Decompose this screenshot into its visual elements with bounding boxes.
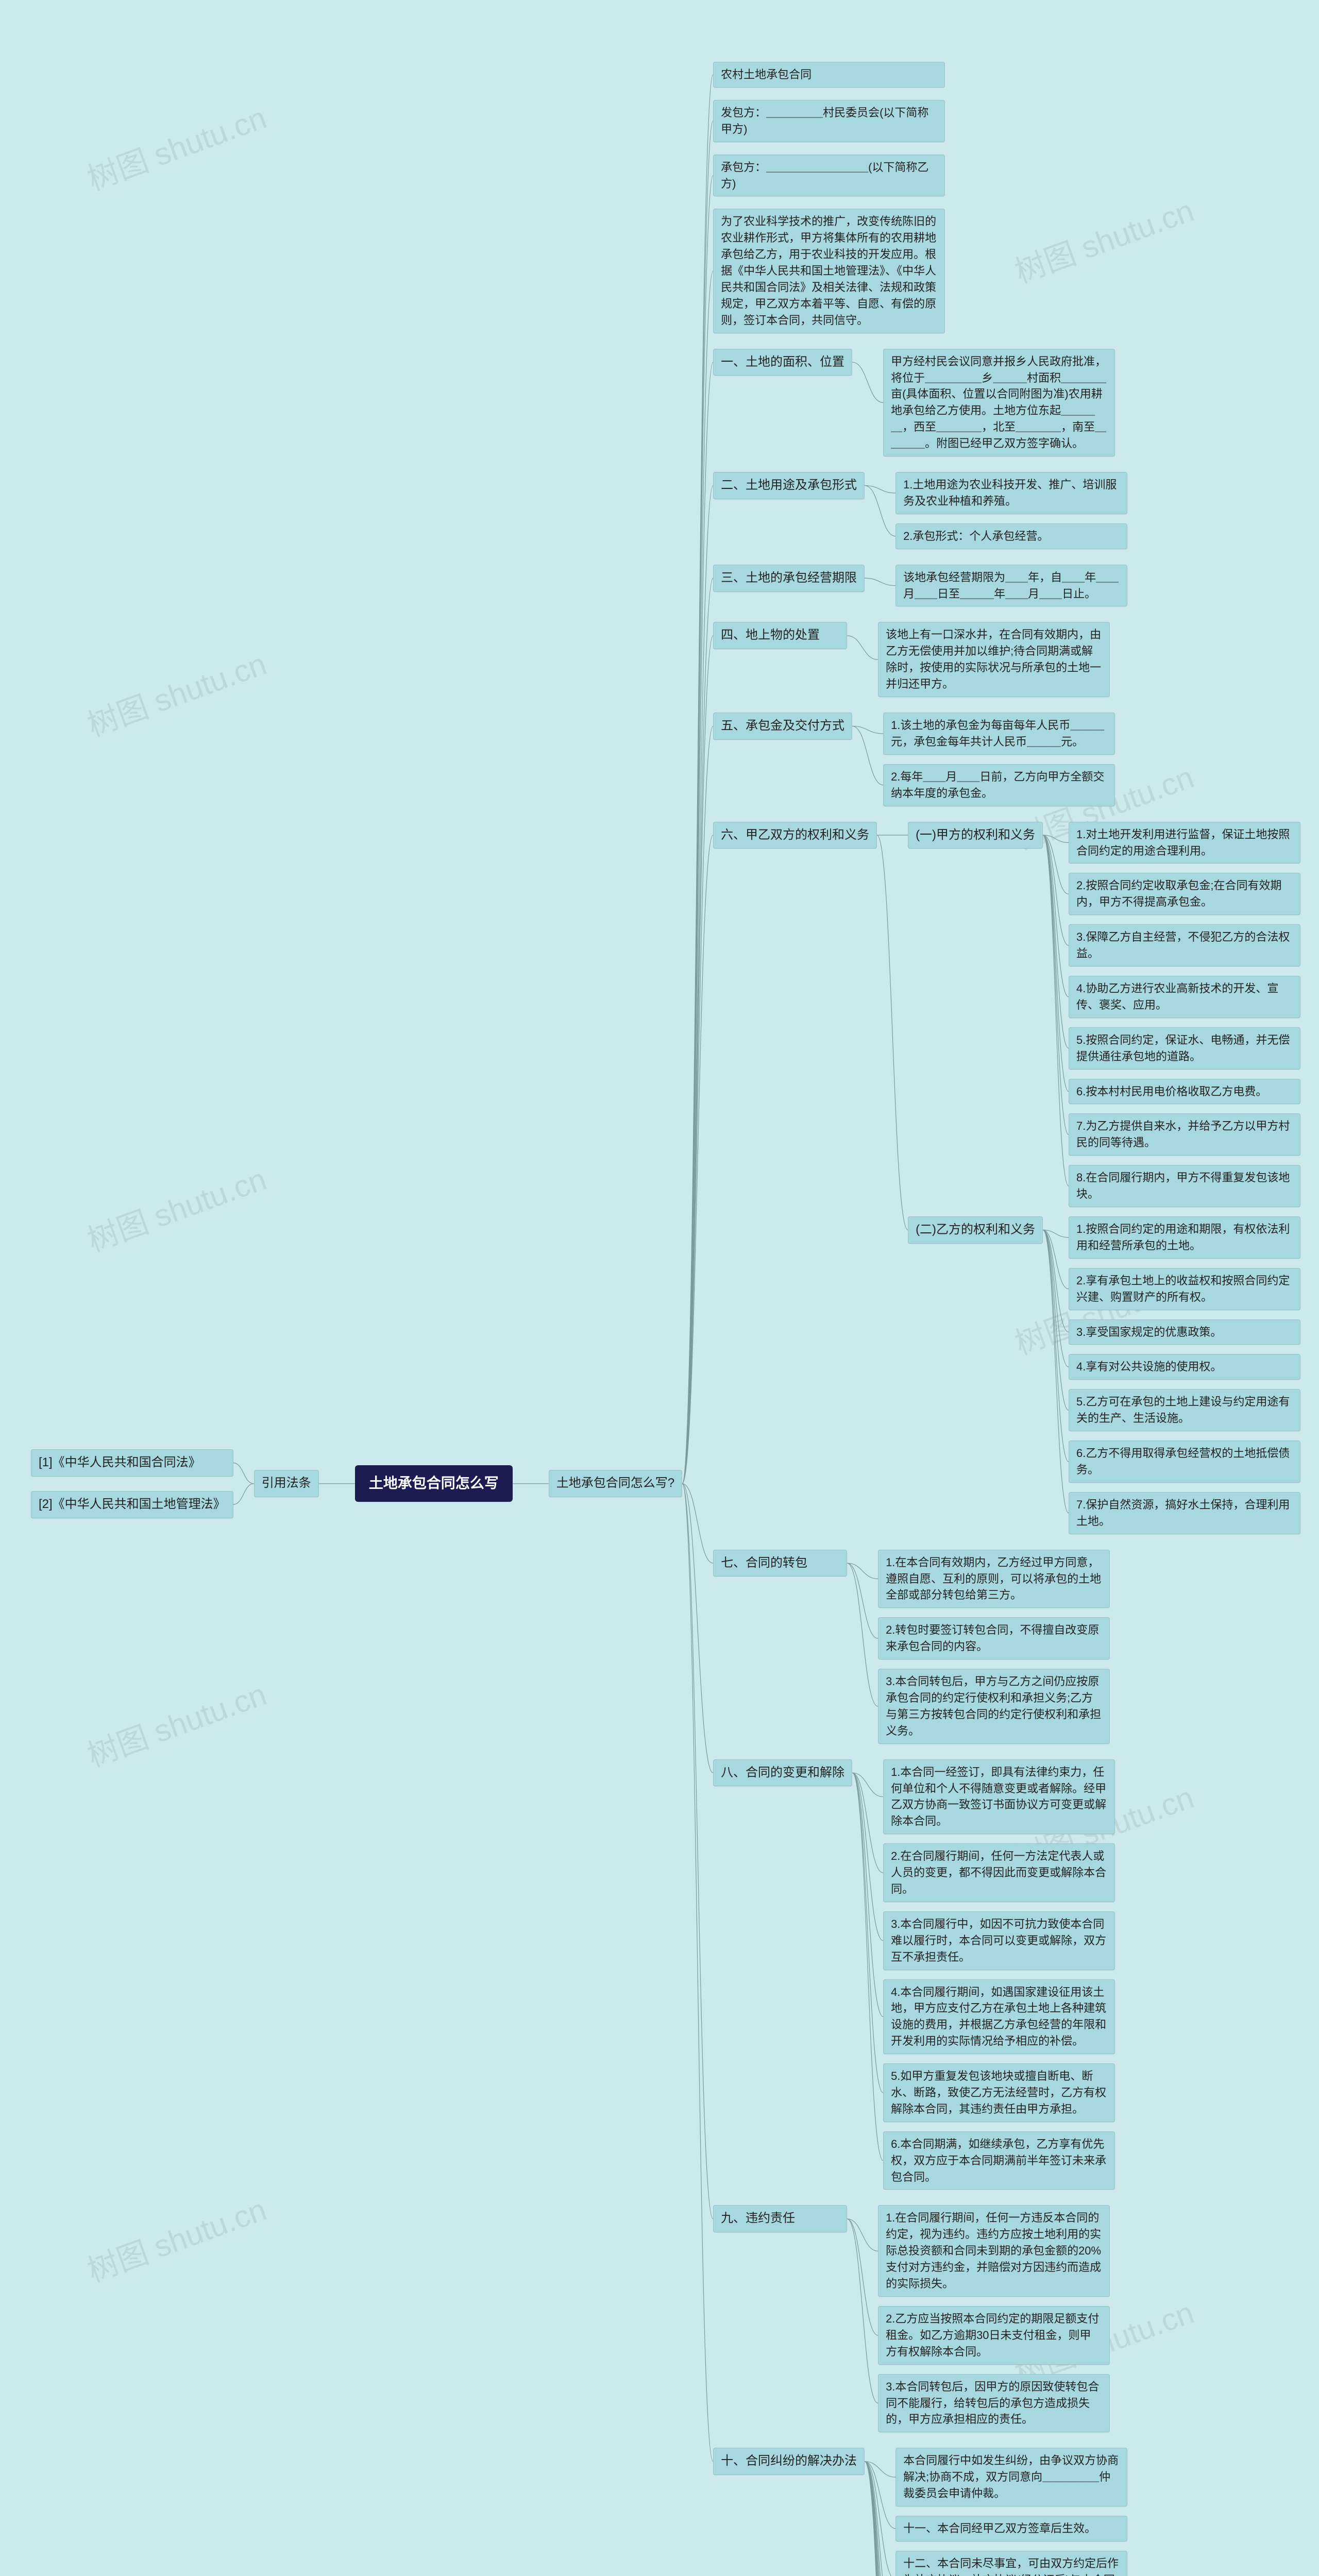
sec-8-leaf-4: 5.如甲方重复发包该地块或擅自断电、断水、断路，致使乙方无法经营时，乙方有权解除… [883,2063,1115,2122]
intro-2: 承包方：＿＿＿＿＿＿＿＿＿(以下简称乙方) [713,155,945,197]
sec-2-leaf-0: 1.土地用途为农业科技开发、推广、培训服务及农业种植和养殖。 [895,472,1127,514]
intro-1: 发包方：＿＿＿＿＿村民委员会(以下简称甲方) [713,100,945,142]
sec-8-leaf-1: 2.在合同履行期间，任何一方法定代表人或人员的变更，都不得因此而变更或解除本合同… [883,1843,1115,1902]
sec-2-leaf-1: 2.承包形式：个人承包经营。 [895,523,1127,549]
sec-6-0-leaf-5: 6.按本村村民用电价格收取乙方电费。 [1069,1079,1300,1105]
sec-6-0-leaf-2: 3.保障乙方自主经营，不侵犯乙方的合法权益。 [1069,924,1300,967]
sec-6-0-leaf-4: 5.按照合同约定，保证水、电畅通，并无偿提供通往承包地的道路。 [1069,1027,1300,1070]
sec-3-leaf-0: 该地承包经营期限为＿＿年，自＿＿年＿＿月＿＿日至＿＿＿年＿＿月＿＿日止。 [895,565,1127,607]
sec-6-0-leaf-6: 7.为乙方提供自来水，并给予乙方以甲方村民的同等待遇。 [1069,1113,1300,1156]
sec-10-leaf-1: 十一、本合同经甲乙双方签章后生效。 [895,2516,1127,2541]
sec-6-1-leaf-3: 4.享有对公共设施的使用权。 [1069,1354,1300,1380]
sec-6-1-leaf-1: 2.享有承包土地上的收益权和按照合同约定兴建、购置财产的所有权。 [1069,1268,1300,1310]
sec-8-leaf-2: 3.本合同履行中，如因不可抗力致使本合同难以履行时，本合同可以变更或解除，双方互… [883,1911,1115,1970]
sec-9-leaf-2: 3.本合同转包后，因甲方的原因致使转包合同不能履行，给转包后的承包方造成损失的，… [878,2374,1110,2433]
sec-9-leaf-0: 1.在合同履行期间，任何一方违反本合同的约定，视为违约。违约方应按土地利用的实际… [878,2205,1110,2296]
sec-9[interactable]: 九、违约责任 [713,2205,847,2232]
intro-0: 农村土地承包合同 [713,62,945,88]
sec-10[interactable]: 十、合同纠纷的解决办法 [713,2448,865,2475]
sec-8[interactable]: 八、合同的变更和解除 [713,1759,852,1787]
cite-1[interactable]: [1]《中华人民共和国合同法》 [31,1449,233,1477]
sec-2[interactable]: 二、土地用途及承包形式 [713,472,865,499]
sec-6[interactable]: 六、甲乙双方的权利和义务 [713,822,877,849]
sec-7-leaf-0: 1.在本合同有效期内，乙方经过甲方同意，遵照自愿、互利的原则，可以将承包的土地全… [878,1550,1110,1608]
sec-9-leaf-1: 2.乙方应当按照本合同约定的期限足额支付租金。如乙方逾期30日未支付租金，则甲方… [878,2306,1110,2365]
sec-6-1-leaf-4: 5.乙方可在承包的土地上建设与约定用途有关的生产、生活设施。 [1069,1389,1300,1431]
center-topic[interactable]: 土地承包合同怎么写 [355,1465,513,1502]
sec-4-leaf-0: 该地上有一口深水井，在合同有效期内，由乙方无偿使用并加以维护;待合同期满或解除时… [878,622,1110,697]
cite-header[interactable]: 引用法条 [254,1470,319,1497]
sec-8-leaf-3: 4.本合同履行期间，如遇国家建设征用该土地，甲方应支付乙方在承包土地上各种建筑设… [883,1979,1115,2055]
sec-1[interactable]: 一、土地的面积、位置 [713,349,852,376]
sec-7[interactable]: 七、合同的转包 [713,1550,847,1577]
sec-4[interactable]: 四、地上物的处置 [713,622,847,649]
sec-5-leaf-1: 2.每年＿＿月＿＿日前，乙方向甲方全额交纳本年度的承包金。 [883,764,1115,806]
sec-7-leaf-1: 2.转包时要签订转包合同，不得擅自改变原来承包合同的内容。 [878,1617,1110,1659]
sec-1-leaf-0: 甲方经村民会议同意并报乡人民政府批准，将位于＿＿＿＿＿乡＿＿＿村面积＿＿＿＿亩(… [883,349,1115,456]
sec-7-leaf-2: 3.本合同转包后，甲方与乙方之间仍应按原承包合同的约定行使权利和承担义务;乙方与… [878,1669,1110,1744]
sec-6-1-leaf-2: 3.享受国家规定的优惠政策。 [1069,1319,1300,1345]
sec-6-sub-0[interactable]: (一)甲方的权利和义务 [908,822,1043,849]
sec-6-1-leaf-5: 6.乙方不得用取得承包经营权的土地抵偿债务。 [1069,1440,1300,1483]
sec-6-0-leaf-0: 1.对土地开发利用进行监督，保证土地按照合同约定的用途合理利用。 [1069,822,1300,864]
sec-8-leaf-5: 6.本合同期满，如继续承包，乙方享有优先权，双方应于本合同期满前半年签订未来承包… [883,2131,1115,2190]
sec-6-0-leaf-3: 4.协助乙方进行农业高新技术的开发、宣传、褒奖、应用。 [1069,976,1300,1018]
sec-5[interactable]: 五、承包金及交付方式 [713,713,852,740]
sec-3[interactable]: 三、土地的承包经营期限 [713,565,865,592]
cite-2[interactable]: [2]《中华人民共和国土地管理法》 [31,1491,233,1518]
sec-6-1-leaf-0: 1.按照合同约定的用途和期限，有权依法利用和经营所承包的土地。 [1069,1216,1300,1259]
sec-6-sub-1[interactable]: (二)乙方的权利和义务 [908,1216,1043,1244]
sec-6-0-leaf-7: 8.在合同履行期内，甲方不得重复发包该地块。 [1069,1165,1300,1207]
sec-6-1-leaf-6: 7.保护自然资源，搞好水土保持，合理利用土地。 [1069,1492,1300,1534]
sec-6-0-leaf-1: 2.按照合同约定收取承包金;在合同有效期内，甲方不得提高承包金。 [1069,873,1300,915]
sec-8-leaf-0: 1.本合同一经签订，即具有法律约束力，任何单位和个人不得随意变更或者解除。经甲乙… [883,1759,1115,1835]
left-branch: [1]《中华人民共和国合同法》 [2]《中华人民共和国土地管理法》 引用法条 [31,1449,319,1518]
right-root[interactable]: 土地承包合同怎么写? [549,1470,682,1497]
intro-3: 为了农业科学技术的推广，改变传统陈旧的农业耕作形式，甲方将集体所有的农用耕地承包… [713,209,945,333]
sec-5-leaf-0: 1.该土地的承包金为每亩每年人民币＿＿＿元，承包金每年共计人民币＿＿＿元。 [883,713,1115,755]
sec-10-leaf-2: 十二、本合同未尽事宜，可由双方约定后作为补充协议，补充协议(经公证后)与本合同具… [895,2551,1127,2576]
sec-10-leaf-0: 本合同履行中如发生纠纷，由争议双方协商解决;协商不成，双方同意向＿＿＿＿＿仲裁委… [895,2448,1127,2506]
